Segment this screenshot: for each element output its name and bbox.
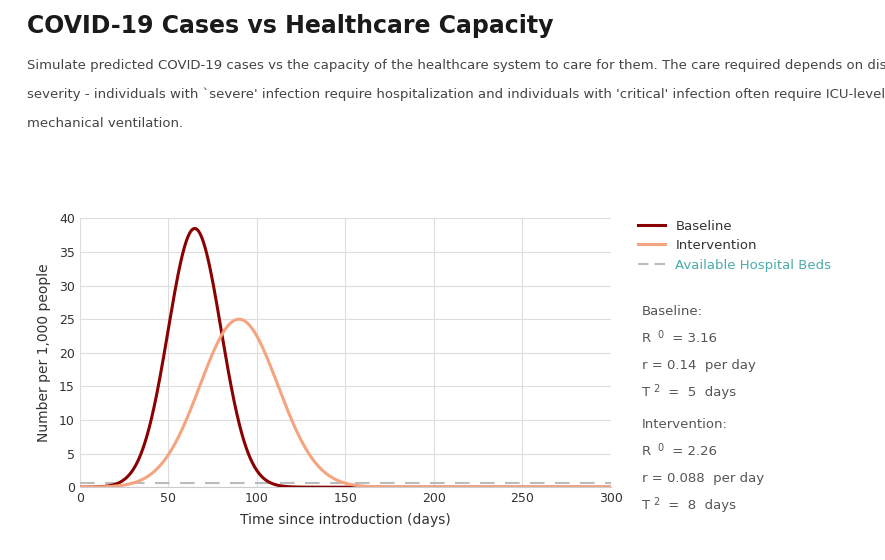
Text: =  5  days: = 5 days — [664, 386, 735, 399]
Text: 0: 0 — [658, 330, 664, 340]
Text: r = 0.088  per day: r = 0.088 per day — [642, 472, 764, 485]
Y-axis label: Number per 1,000 people: Number per 1,000 people — [36, 264, 50, 442]
Text: Baseline:: Baseline: — [642, 305, 703, 318]
Text: 0: 0 — [658, 444, 664, 453]
Text: = 2.26: = 2.26 — [668, 445, 717, 458]
X-axis label: Time since introduction (days): Time since introduction (days) — [240, 514, 450, 528]
Text: = 3.16: = 3.16 — [668, 332, 717, 345]
Text: Simulate predicted COVID-19 cases vs the capacity of the healthcare system to ca: Simulate predicted COVID-19 cases vs the… — [27, 59, 885, 72]
Text: COVID-19 Cases vs Healthcare Capacity: COVID-19 Cases vs Healthcare Capacity — [27, 14, 553, 38]
Text: =  8  days: = 8 days — [664, 499, 735, 512]
Text: 2: 2 — [653, 384, 659, 394]
Text: r = 0.14  per day: r = 0.14 per day — [642, 359, 756, 372]
Text: T: T — [642, 499, 650, 512]
Text: R: R — [642, 445, 650, 458]
Text: T: T — [642, 386, 650, 399]
Text: severity - individuals with `severe' infection require hospitalization and indiv: severity - individuals with `severe' inf… — [27, 88, 885, 101]
Legend: Baseline, Intervention, Available Hospital Beds: Baseline, Intervention, Available Hospit… — [638, 220, 831, 272]
Text: 2: 2 — [653, 497, 659, 507]
Text: R: R — [642, 332, 650, 345]
Text: mechanical ventilation.: mechanical ventilation. — [27, 117, 182, 130]
Text: Intervention:: Intervention: — [642, 418, 727, 431]
